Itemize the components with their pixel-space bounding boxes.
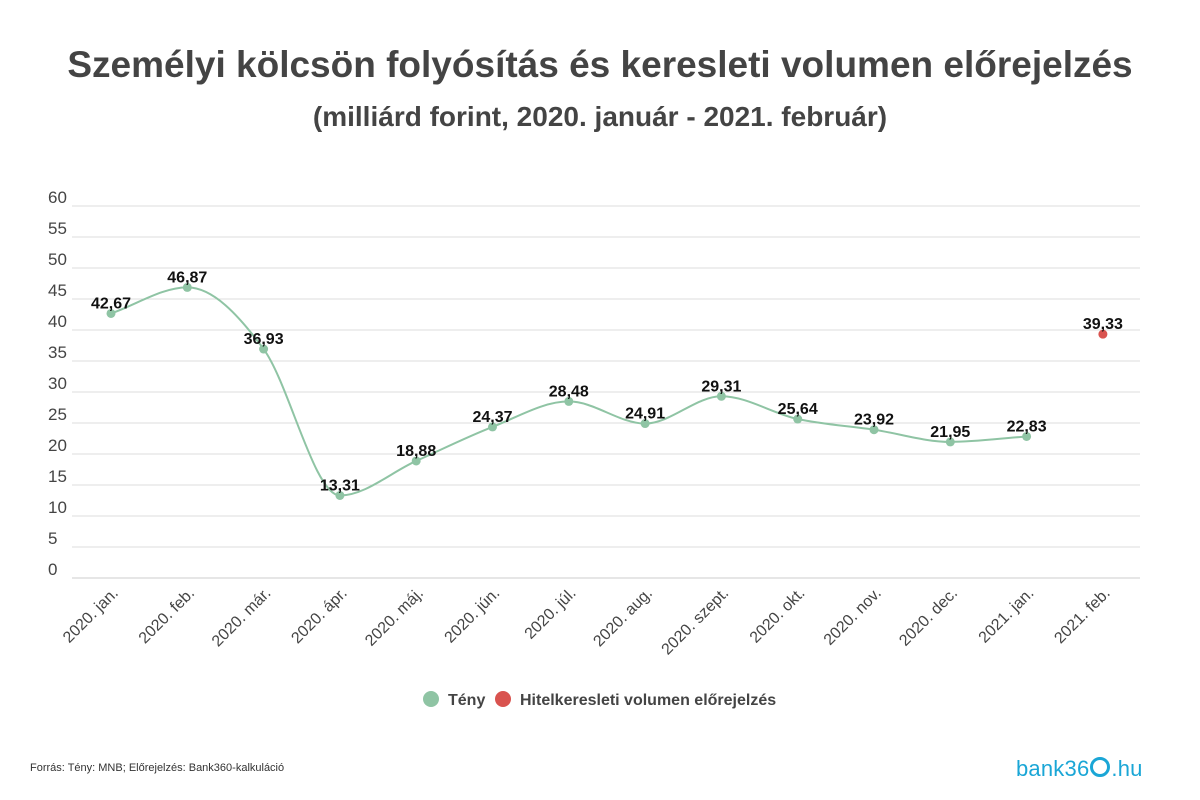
data-point[interactable] xyxy=(793,414,803,424)
data-point[interactable] xyxy=(411,456,421,466)
x-tick-labels: 2020. jan. 2020. feb. 2020. már. 2020. ápr.… xyxy=(60,585,1114,659)
logo-text-post: .hu xyxy=(1111,756,1143,781)
data-label: 28,48 xyxy=(549,383,589,400)
data-label: 36,93 xyxy=(244,331,284,348)
grid-lines xyxy=(72,205,1140,579)
x-tick-label: 2020. nov. xyxy=(821,585,885,649)
data-label: 29,31 xyxy=(701,378,741,395)
legend-label: Hitelkeresleti volumen előrejelzés xyxy=(520,692,776,709)
x-tick-label: 2020. ápr. xyxy=(288,585,350,647)
data-label: 22,83 xyxy=(1007,418,1047,435)
data-point[interactable] xyxy=(488,422,497,432)
legend[interactable]: Tény Hitelkeresleti volumen előrejelzés xyxy=(423,691,776,709)
y-tick-label: 0 xyxy=(48,560,57,579)
logo-ring-icon xyxy=(1090,757,1111,777)
data-labels: 42,67 46,87 36,93 13,31 18,88 24,37 28,48 24,91… xyxy=(91,269,1123,494)
x-tick-label: 2020. jan. xyxy=(60,585,122,647)
x-tick-label: 2020. júl. xyxy=(522,585,580,643)
x-tick-label: 2020. aug. xyxy=(590,585,655,650)
data-point[interactable] xyxy=(1022,431,1032,441)
x-tick-label: 2020. máj. xyxy=(362,585,427,650)
y-tick-label: 55 xyxy=(48,219,67,238)
data-label: 24,91 xyxy=(625,406,665,423)
data-label: 18,88 xyxy=(396,443,436,460)
chart-title: Személyi kölcsön folyósítás és keresleti… xyxy=(67,44,1133,85)
legend-label: Tény xyxy=(448,692,485,709)
y-tick-label: 50 xyxy=(48,250,67,269)
data-label: 24,37 xyxy=(472,409,512,426)
y-tick-label: 25 xyxy=(48,405,67,424)
logo-text-pre: bank36 xyxy=(1016,756,1090,781)
data-point[interactable] xyxy=(182,282,192,292)
y-tick-label: 10 xyxy=(48,498,67,517)
y-tick-label: 5 xyxy=(48,529,57,548)
data-point[interactable] xyxy=(106,308,116,318)
chart-subtitle: (milliárd forint, 2020. január - 2021. f… xyxy=(312,101,888,132)
y-tick-label: 60 xyxy=(48,188,67,207)
y-tick-label: 30 xyxy=(48,374,67,393)
y-tick-label: 35 xyxy=(48,343,67,362)
source-note: Forrás: Tény: MNB; Előrejelzés: Bank360-… xyxy=(30,762,285,774)
data-point[interactable] xyxy=(869,425,879,435)
x-tick-label: 2020. már. xyxy=(209,585,274,650)
data-point[interactable] xyxy=(640,419,650,429)
data-point[interactable] xyxy=(716,391,726,401)
data-point[interactable] xyxy=(335,490,345,500)
y-tick-label: 20 xyxy=(48,436,67,455)
x-tick-label: 2021. jan. xyxy=(976,585,1038,647)
x-tick-label: 2020. jún. xyxy=(442,585,504,647)
data-label: 39,33 xyxy=(1083,316,1123,333)
x-tick-label: 2020. szept. xyxy=(659,585,733,659)
x-tick-label: 2020. okt. xyxy=(747,585,809,647)
data-label: 13,31 xyxy=(320,477,360,494)
data-point[interactable] xyxy=(945,437,955,447)
y-tick-label: 45 xyxy=(48,281,67,300)
y-tick-label: 40 xyxy=(48,312,67,331)
data-label: 21,95 xyxy=(930,424,970,441)
data-label: 23,92 xyxy=(854,412,894,429)
data-point[interactable] xyxy=(564,396,574,406)
data-point[interactable] xyxy=(259,344,269,354)
legend-marker xyxy=(495,691,511,707)
bank360-logo[interactable]: bank36 .hu xyxy=(1016,756,1143,782)
y-tick-label: 15 xyxy=(48,467,67,486)
x-tick-label: 2020. feb. xyxy=(136,585,198,647)
x-tick-label: 2021. feb. xyxy=(1051,585,1113,647)
data-label: 46,87 xyxy=(167,269,207,286)
y-tick-labels: 0 5 10 15 20 25 30 35 40 45 50 55 60 xyxy=(48,188,67,579)
data-point[interactable] xyxy=(1098,329,1108,339)
data-points xyxy=(106,282,1108,500)
x-tick-label: 2020. dec. xyxy=(896,585,961,650)
data-label: 25,64 xyxy=(778,401,818,418)
data-label: 42,67 xyxy=(91,295,131,312)
legend-marker xyxy=(423,691,439,707)
